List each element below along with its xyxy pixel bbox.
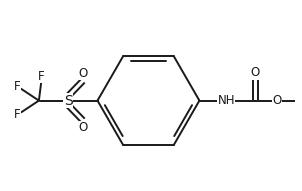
- Text: F: F: [14, 108, 21, 121]
- Text: NH: NH: [217, 94, 235, 107]
- Text: S: S: [64, 94, 72, 108]
- Text: F: F: [38, 70, 45, 83]
- Text: F: F: [14, 80, 21, 93]
- Text: O: O: [79, 67, 88, 80]
- Text: O: O: [251, 66, 260, 79]
- Text: O: O: [79, 121, 88, 134]
- Text: O: O: [272, 94, 282, 107]
